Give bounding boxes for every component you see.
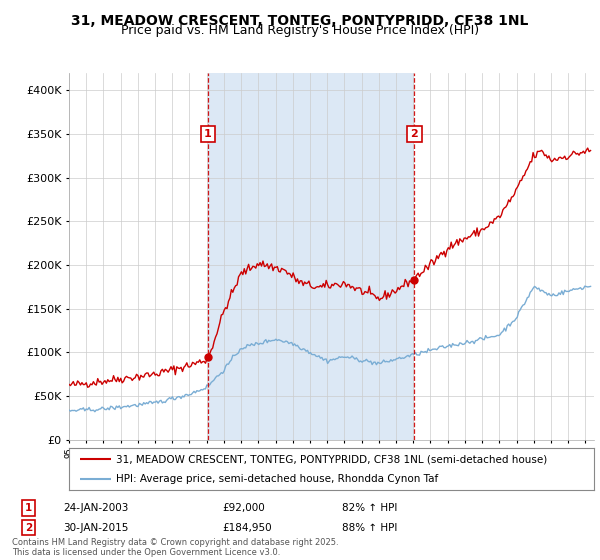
Text: 30-JAN-2015: 30-JAN-2015 — [63, 522, 128, 533]
Text: Contains HM Land Registry data © Crown copyright and database right 2025.
This d: Contains HM Land Registry data © Crown c… — [12, 538, 338, 557]
Text: Price paid vs. HM Land Registry's House Price Index (HPI): Price paid vs. HM Land Registry's House … — [121, 24, 479, 37]
Text: 1: 1 — [204, 129, 212, 139]
Text: HPI: Average price, semi-detached house, Rhondda Cynon Taf: HPI: Average price, semi-detached house,… — [116, 474, 439, 484]
Text: 88% ↑ HPI: 88% ↑ HPI — [342, 522, 397, 533]
Text: 24-JAN-2003: 24-JAN-2003 — [63, 503, 128, 513]
Text: £184,950: £184,950 — [222, 522, 272, 533]
Text: 2: 2 — [410, 129, 418, 139]
Text: 1: 1 — [25, 503, 32, 513]
Text: 82% ↑ HPI: 82% ↑ HPI — [342, 503, 397, 513]
Text: £92,000: £92,000 — [222, 503, 265, 513]
Text: 2: 2 — [25, 522, 32, 533]
Text: 31, MEADOW CRESCENT, TONTEG, PONTYPRIDD, CF38 1NL: 31, MEADOW CRESCENT, TONTEG, PONTYPRIDD,… — [71, 14, 529, 28]
Bar — [208, 73, 415, 440]
Text: 31, MEADOW CRESCENT, TONTEG, PONTYPRIDD, CF38 1NL (semi-detached house): 31, MEADOW CRESCENT, TONTEG, PONTYPRIDD,… — [116, 454, 548, 464]
